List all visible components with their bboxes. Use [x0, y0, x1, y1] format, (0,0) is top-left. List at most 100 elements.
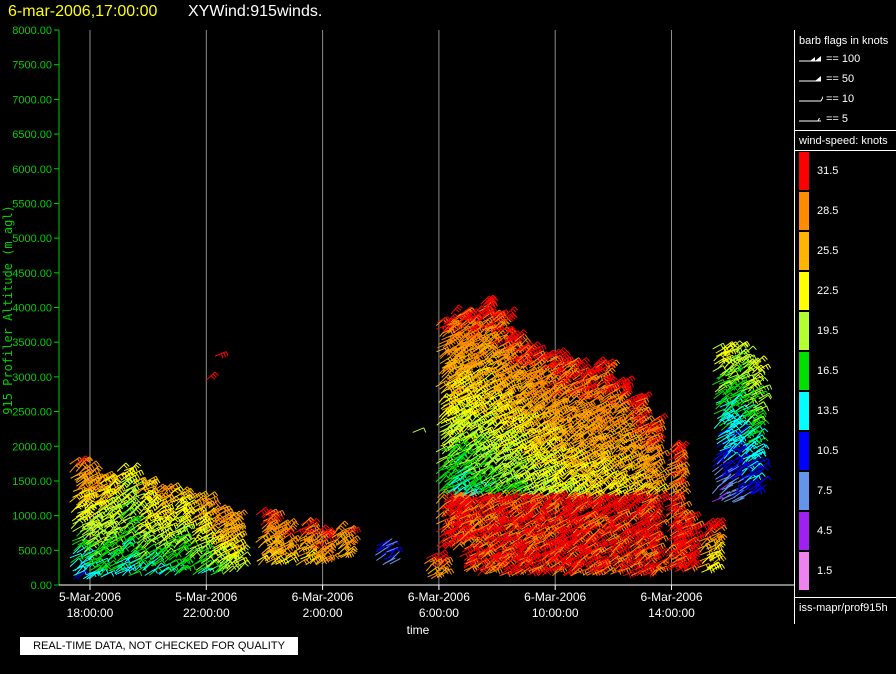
- wind-barb: [138, 521, 152, 530]
- wind-barb: [126, 552, 141, 561]
- wind-barb: [69, 558, 83, 567]
- speed-legend-label: 19.5: [817, 325, 839, 337]
- wind-barb: [131, 546, 144, 556]
- x-tick-label-time: 10:00:00: [532, 606, 579, 620]
- y-tick-label: 4000.00: [12, 303, 52, 315]
- speed-legend-label: 16.5: [817, 365, 839, 377]
- title-date-time: 6-mar-2006,17:00:00: [8, 3, 158, 20]
- wind-barb: [152, 559, 166, 567]
- barb-legend-title: barb flags in knots: [799, 35, 889, 47]
- y-tick-label: 3500.00: [12, 337, 52, 349]
- speed-legend-row: 1.5: [799, 552, 896, 590]
- wind-barb: [121, 541, 135, 552]
- barb-legend-row: == 5: [799, 112, 896, 128]
- y-ticks: 0.00 500.00 1000.00 1500.00 2000.00 2500.00 30…: [12, 25, 59, 592]
- wind-barb: [131, 504, 145, 513]
- wind-barb: [129, 520, 143, 530]
- wind-barb: [142, 534, 156, 541]
- wind-barb: [104, 541, 119, 550]
- speed-legend-label: 22.5: [817, 285, 839, 297]
- barb-legend-icon: [799, 56, 821, 62]
- x-tick-label-time: 18:00:00: [67, 606, 114, 620]
- barb-legend-row: == 100: [799, 52, 896, 68]
- speed-legend-row: 13.5: [799, 392, 896, 430]
- wind-profiler-chart: 0.00 500.00 1000.00 1500.00 2000.00 2500.00 30…: [1, 25, 794, 637]
- x-tick-label-time: 6:00:00: [419, 606, 459, 620]
- speed-color-swatch: [799, 152, 809, 190]
- speed-legend-row: 31.5: [799, 152, 896, 190]
- x-tick-label-date: 6-Mar-2006: [408, 590, 470, 604]
- x-tick-label-date: 6-Mar-2006: [640, 590, 702, 604]
- wind-barb: [105, 534, 119, 544]
- barb-legend-icon: [799, 95, 823, 102]
- legend-divider: [795, 597, 896, 598]
- barb-legend-icon: [799, 117, 821, 122]
- speed-legend-label: 10.5: [817, 445, 839, 457]
- speed-legend-row: 4.5: [799, 512, 896, 550]
- x-tick-label-time: 22:00:00: [183, 606, 230, 620]
- y-tick-label: 1500.00: [12, 476, 52, 488]
- x-ticks: 5-Mar-2006 18:00:00 5-Mar-2006 22:00:00 6-Ma…: [59, 585, 703, 620]
- data-source-label: iss-mapr/prof915h: [799, 602, 888, 614]
- wind-barb: [126, 535, 140, 545]
- speed-color-swatch: [799, 232, 809, 270]
- y-tick-label: 0.00: [31, 580, 52, 592]
- speed-color-swatch: [799, 512, 809, 550]
- wind-barb: [712, 365, 727, 372]
- wind-barb: [115, 562, 129, 572]
- y-tick-label: 3000.00: [12, 372, 52, 384]
- speed-legend-row: 22.5: [799, 272, 896, 310]
- wind-barbs: [69, 294, 773, 580]
- wind-barb: [755, 484, 767, 492]
- wind-barb: [126, 473, 141, 481]
- barb-legend-row: == 50: [799, 72, 896, 88]
- barb-legend-icon: [799, 76, 821, 82]
- wind-barb: [382, 538, 393, 547]
- wind-barb: [435, 494, 449, 504]
- y-tick-label: 5000.00: [12, 233, 52, 245]
- speed-legend-label: 1.5: [817, 565, 833, 577]
- speed-legend-label: 13.5: [817, 405, 839, 417]
- speed-color-swatch: [799, 552, 809, 590]
- wind-barb: [99, 566, 112, 576]
- speed-legend-title: wind-speed: knots: [799, 135, 888, 147]
- barb-legend-label: == 10: [826, 93, 855, 105]
- wind-barb: [450, 304, 463, 315]
- wind-barb: [86, 460, 100, 469]
- y-tick-label: 2500.00: [12, 407, 52, 419]
- wind-barb: [129, 462, 142, 473]
- barb-legend-label: == 100: [826, 53, 861, 65]
- wind-barb: [126, 497, 140, 506]
- barb-legend-label: == 50: [826, 73, 855, 85]
- x-tick-label-date: 6-Mar-2006: [524, 590, 586, 604]
- wind-barb: [144, 491, 158, 499]
- y-tick-label: 5500.00: [12, 198, 52, 210]
- wind-barb: [205, 371, 219, 381]
- wind-barb: [412, 427, 427, 433]
- speed-color-swatch: [799, 192, 809, 230]
- speed-color-swatch: [799, 472, 809, 510]
- speed-legend-label: 31.5: [817, 165, 839, 177]
- wind-barb: [90, 465, 103, 475]
- wind-barb: [103, 569, 118, 576]
- wind-barb: [135, 539, 149, 550]
- wind-barb: [86, 537, 100, 546]
- x-tick-label-date: 5-Mar-2006: [59, 590, 121, 604]
- wind-barb: [130, 469, 145, 477]
- x-tick-label-date: 5-Mar-2006: [175, 590, 237, 604]
- x-tick-label-time: 2:00:00: [303, 606, 343, 620]
- wind-barb: [98, 562, 112, 572]
- wind-barb: [80, 456, 94, 465]
- x-axis-label: time: [407, 623, 430, 637]
- wind-barb: [145, 475, 159, 483]
- y-tick-label: 6000.00: [12, 164, 52, 176]
- speed-color-swatch: [799, 312, 809, 350]
- y-tick-label: 500.00: [18, 545, 52, 557]
- barb-legend-label: == 5: [826, 113, 849, 125]
- legend-divider: [795, 150, 896, 151]
- wind-barb: [214, 351, 229, 359]
- x-tick-label-time: 14:00:00: [648, 606, 695, 620]
- speed-legend-label: 25.5: [817, 245, 839, 257]
- wind-barb: [126, 501, 140, 512]
- y-tick-label: 7000.00: [12, 94, 52, 106]
